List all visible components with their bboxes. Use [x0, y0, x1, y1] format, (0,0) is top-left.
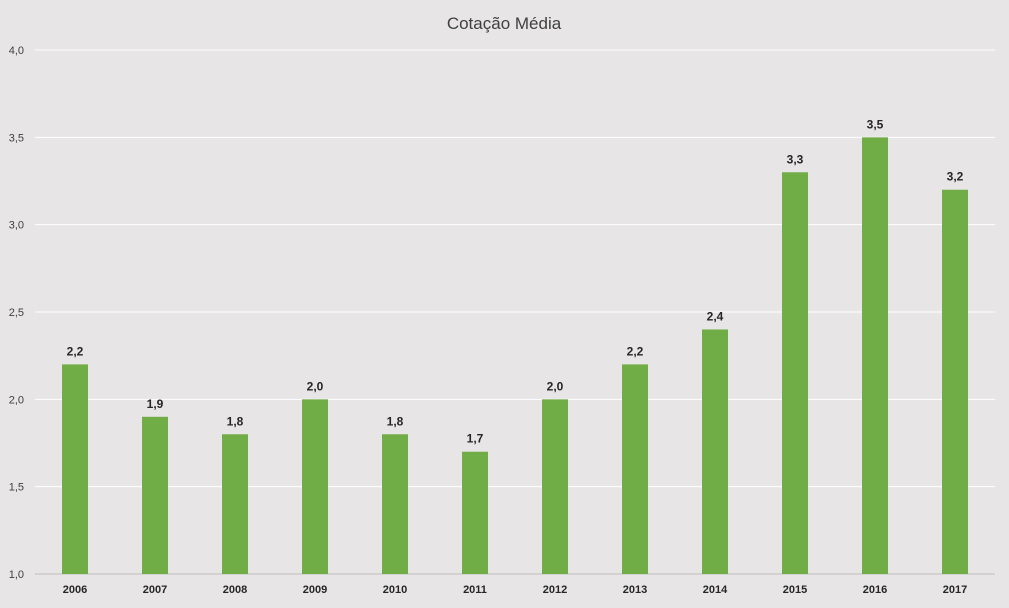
x-tick-label: 2015: [783, 584, 807, 596]
data-label-2009: 2,0: [307, 379, 324, 393]
chart-title: Cotação Média: [447, 14, 562, 33]
y-tick-label: 1,5: [9, 482, 24, 494]
data-label-2012: 2,0: [547, 379, 564, 393]
bar-2008: [222, 434, 248, 574]
y-tick-label: 3,0: [9, 220, 24, 232]
x-axis-tick-labels: 2006 2007 2008 2009 2010 2011 2012 2013 2014 2015…: [63, 584, 967, 596]
bar-2009: [302, 399, 328, 574]
data-labels: 2,2 1,9 1,8 2,0 1,8 1,7 2,0 2,2 2,4 3,3 3,5 3,2: [67, 117, 964, 445]
data-label-2014: 2,4: [707, 309, 724, 323]
y-tick-label: 4,0: [9, 45, 24, 57]
bar-2013: [622, 364, 648, 574]
x-tick-label: 2016: [863, 584, 887, 596]
x-tick-label: 2017: [943, 584, 967, 596]
x-tick-label: 2014: [703, 584, 728, 596]
data-label-2013: 2,2: [627, 344, 644, 358]
x-tick-label: 2009: [303, 584, 327, 596]
bar-2011: [462, 451, 488, 574]
bars: [62, 137, 968, 575]
data-label-2015: 3,3: [787, 152, 804, 166]
x-tick-label: 2011: [463, 584, 487, 596]
x-tick-label: 2006: [63, 584, 87, 596]
data-label-2010: 1,8: [387, 414, 404, 428]
gridlines: [35, 49, 995, 575]
bar-2015: [782, 172, 808, 574]
x-tick-label: 2010: [383, 584, 407, 596]
bar-2017: [942, 189, 968, 574]
bar-2016: [862, 137, 888, 575]
x-tick-label: 2007: [143, 584, 167, 596]
data-label-2017: 3,2: [947, 170, 964, 184]
data-label-2011: 1,7: [467, 432, 484, 446]
bar-2012: [542, 399, 568, 574]
bar-2010: [382, 434, 408, 574]
x-tick-label: 2012: [543, 584, 567, 596]
bar-2007: [142, 416, 168, 574]
data-label-2007: 1,9: [147, 397, 164, 411]
y-tick-label: 2,5: [9, 307, 24, 319]
bar-2014: [702, 329, 728, 574]
data-label-2016: 3,5: [867, 117, 884, 131]
data-label-2006: 2,2: [67, 344, 84, 358]
y-axis-tick-labels: 1,0 1,5 2,0 2,5 3,0 3,5 4,0: [9, 45, 24, 581]
y-tick-label: 2,0: [9, 394, 24, 406]
y-tick-label: 3,5: [9, 132, 24, 144]
bar-2006: [62, 364, 88, 574]
data-label-2008: 1,8: [227, 414, 244, 428]
y-tick-label: 1,0: [9, 569, 24, 581]
x-tick-label: 2008: [223, 584, 247, 596]
x-tick-label: 2013: [623, 584, 647, 596]
